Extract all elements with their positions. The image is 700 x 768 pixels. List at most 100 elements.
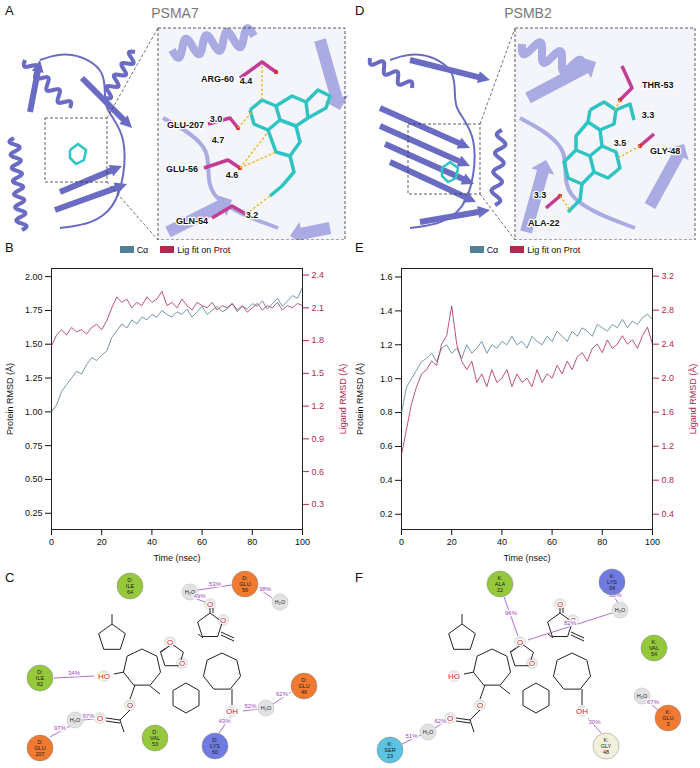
svg-text:1.50: 1.50: [25, 339, 43, 349]
svg-text:3.3: 3.3: [642, 110, 655, 120]
svg-text:O: O: [517, 638, 523, 647]
svg-text:0.4: 0.4: [662, 509, 675, 519]
svg-text:1.25: 1.25: [25, 373, 43, 383]
svg-text:30%: 30%: [588, 719, 601, 725]
svg-text:62%: 62%: [276, 691, 289, 697]
svg-text:46: 46: [301, 689, 307, 695]
svg-text:2.0: 2.0: [662, 373, 675, 383]
svg-text:80: 80: [597, 537, 607, 547]
svg-text:64: 64: [127, 589, 133, 595]
svg-text:49%: 49%: [193, 593, 206, 599]
svg-text:100: 100: [645, 537, 660, 547]
svg-text:GLU-56: GLU-56: [166, 164, 198, 174]
svg-text:60: 60: [197, 537, 207, 547]
svg-text:O: O: [97, 714, 103, 723]
svg-text:43%: 43%: [218, 718, 231, 724]
svg-text:1.00: 1.00: [25, 407, 43, 417]
svg-text:96%: 96%: [505, 610, 518, 616]
svg-text:0: 0: [399, 537, 404, 547]
svg-text:0.6: 0.6: [312, 467, 325, 477]
svg-text:O: O: [529, 659, 535, 668]
svg-text:Time (nsec): Time (nsec): [503, 553, 550, 563]
svg-text:O: O: [557, 600, 563, 609]
svg-text:ALA-22: ALA-22: [528, 218, 560, 228]
svg-text:PSMA7: PSMA7: [151, 5, 199, 21]
svg-text:1.6: 1.6: [662, 407, 675, 417]
svg-text:0.9: 0.9: [312, 434, 325, 444]
svg-text:Time (nsec): Time (nsec): [153, 553, 200, 563]
svg-text:67%: 67%: [647, 699, 660, 705]
svg-text:0.8: 0.8: [380, 407, 393, 417]
svg-text:PSMB2: PSMB2: [504, 5, 552, 21]
svg-text:O: O: [477, 701, 483, 710]
svg-text:40: 40: [147, 537, 157, 547]
svg-text:O: O: [207, 600, 213, 609]
svg-text:53%: 53%: [209, 581, 222, 587]
svg-text:H₂O: H₂O: [261, 705, 272, 711]
svg-text:GLU-207: GLU-207: [167, 120, 204, 130]
svg-text:H₂O: H₂O: [615, 607, 626, 613]
svg-text:Ligand RMSD (Å): Ligand RMSD (Å): [688, 364, 698, 435]
svg-text:0.50: 0.50: [25, 474, 43, 484]
svg-text:HO: HO: [98, 672, 110, 681]
svg-text:60: 60: [212, 749, 218, 755]
svg-text:62: 62: [37, 681, 43, 687]
svg-text:48: 48: [603, 749, 609, 755]
svg-text:62%: 62%: [434, 718, 447, 724]
svg-text:4.4: 4.4: [240, 76, 253, 86]
svg-text:54: 54: [651, 651, 657, 657]
svg-text:Ligand RMSD (Å): Ligand RMSD (Å): [338, 364, 348, 435]
svg-text:2.4: 2.4: [312, 270, 325, 280]
svg-text:1.6: 1.6: [380, 272, 393, 282]
svg-text:C: C: [5, 570, 14, 585]
svg-text:H₂O: H₂O: [423, 729, 434, 735]
svg-text:GLN-54: GLN-54: [176, 216, 208, 226]
svg-text:3.2: 3.2: [246, 210, 259, 220]
svg-text:0.25: 0.25: [25, 508, 43, 518]
svg-text:O: O: [167, 638, 173, 647]
svg-text:56: 56: [242, 587, 248, 593]
svg-text:GLY-48: GLY-48: [650, 146, 680, 156]
svg-text:ARG-60: ARG-60: [201, 74, 234, 84]
svg-text:THR-53: THR-53: [642, 80, 674, 90]
svg-text:A: A: [5, 3, 14, 18]
svg-text:Protein RMSD (Å): Protein RMSD (Å): [5, 363, 15, 435]
svg-text:4.6: 4.6: [226, 170, 239, 180]
svg-text:1.4: 1.4: [380, 306, 393, 316]
svg-text:100: 100: [295, 537, 310, 547]
svg-text:52%: 52%: [244, 703, 257, 709]
svg-text:80: 80: [247, 537, 257, 547]
svg-text:3.5: 3.5: [614, 138, 627, 148]
svg-text:0.4: 0.4: [380, 475, 393, 485]
svg-text:34: 34: [609, 585, 615, 591]
svg-text:97%: 97%: [54, 725, 67, 731]
svg-text:1.2: 1.2: [662, 441, 675, 451]
svg-text:34%: 34%: [68, 670, 81, 676]
svg-text:22: 22: [497, 587, 503, 593]
svg-text:1.2: 1.2: [312, 401, 325, 411]
svg-text:60: 60: [547, 537, 557, 547]
svg-text:38%: 38%: [259, 586, 272, 592]
svg-text:1.75: 1.75: [25, 305, 43, 315]
svg-text:82%: 82%: [564, 620, 577, 626]
svg-text:O: O: [179, 659, 185, 668]
svg-text:0.8: 0.8: [662, 475, 675, 485]
svg-text:1.8: 1.8: [312, 335, 325, 345]
svg-text:H₂O: H₂O: [275, 599, 286, 605]
svg-text:OH: OH: [576, 707, 588, 716]
svg-text:3.2: 3.2: [662, 271, 675, 281]
svg-text:H₂O: H₂O: [70, 717, 81, 723]
svg-text:O: O: [127, 701, 133, 710]
svg-text:20: 20: [97, 537, 107, 547]
svg-text:53: 53: [152, 741, 158, 747]
svg-text:2.8: 2.8: [662, 305, 675, 315]
svg-text:O: O: [447, 714, 453, 723]
svg-text:3.3: 3.3: [534, 190, 547, 200]
svg-text:D: D: [355, 3, 364, 18]
svg-text:3.0: 3.0: [210, 114, 223, 124]
svg-text:40: 40: [497, 537, 507, 547]
svg-text:207: 207: [35, 751, 44, 757]
svg-text:0: 0: [49, 537, 54, 547]
svg-text:97%: 97%: [82, 713, 95, 719]
svg-text:0.6: 0.6: [380, 441, 393, 451]
